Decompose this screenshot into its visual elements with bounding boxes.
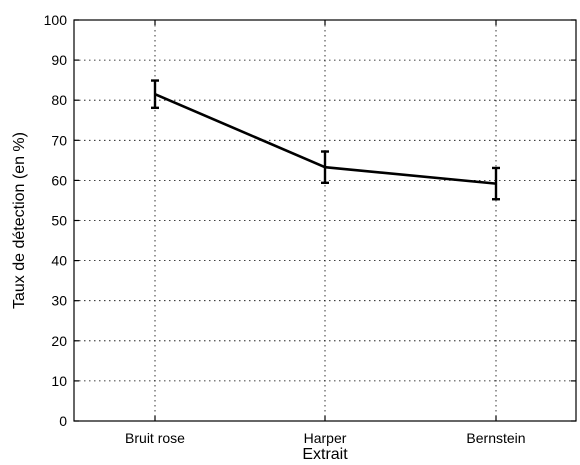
y-tick-label: 70	[51, 132, 67, 148]
x-tick-label: Harper	[304, 430, 347, 446]
error-bar	[492, 166, 500, 201]
y-tick-label: 0	[59, 413, 67, 429]
data-layer	[151, 79, 500, 201]
x-tick-label: Bruit rose	[125, 430, 185, 446]
y-tick-label: 90	[51, 52, 67, 68]
y-tick-label: 60	[51, 172, 67, 188]
y-tick-label: 30	[51, 293, 67, 309]
error-bar	[151, 79, 159, 110]
y-tick-label: 80	[51, 92, 67, 108]
y-tick-label: 40	[51, 253, 67, 269]
y-tick-label: 50	[51, 213, 67, 229]
ticks-layer: 0 10 20 30 40 50 60 70 80 90 100 Bruit rose Harper Be…	[44, 12, 576, 446]
x-axis-label: Extrait	[302, 446, 348, 463]
error-bar	[321, 150, 329, 185]
x-tick-label: Bernstein	[466, 430, 525, 446]
y-tick-label: 100	[44, 12, 68, 28]
grid-layer	[74, 20, 576, 421]
y-tick-label: 10	[51, 373, 67, 389]
y-tick-label: 20	[51, 333, 67, 349]
y-axis-label: Taux de détection (en %)	[11, 132, 28, 309]
